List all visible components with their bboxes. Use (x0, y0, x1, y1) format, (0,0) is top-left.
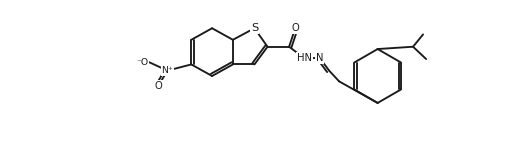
Text: O: O (154, 81, 162, 91)
Text: O: O (292, 23, 299, 33)
Text: N: N (316, 53, 324, 63)
Text: HN: HN (297, 53, 312, 63)
Text: N⁺: N⁺ (162, 66, 173, 75)
Text: ⁻O: ⁻O (136, 58, 148, 67)
Text: S: S (251, 23, 258, 33)
